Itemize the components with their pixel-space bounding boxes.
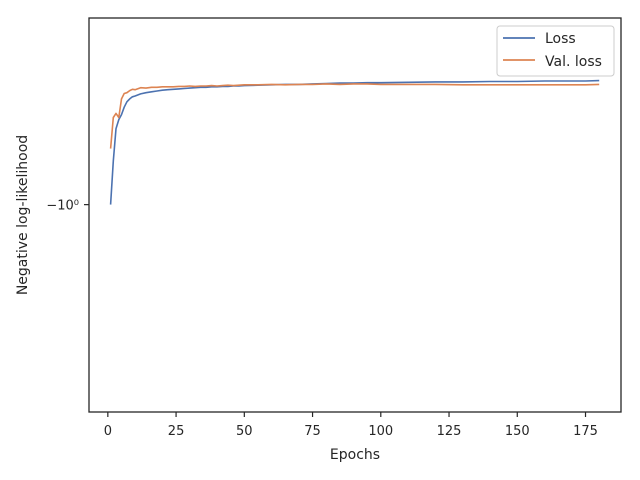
series-line-val-loss <box>109 83 600 149</box>
axes-frame <box>88 17 622 413</box>
x-tick-label: 150 <box>505 424 530 439</box>
x-tick-label: 75 <box>304 424 321 439</box>
x-tick-label: 175 <box>573 424 598 439</box>
legend: Loss Val. loss <box>496 25 615 77</box>
x-tick-label: 125 <box>437 424 462 439</box>
x-tick-label: 100 <box>368 424 393 439</box>
y-axis-label: Negative log-likelihood <box>15 135 31 295</box>
x-tick-label: 50 <box>236 424 253 439</box>
legend-label-val-loss: Val. loss <box>545 54 602 70</box>
x-axis: 0 25 50 75 100 125 150 175 <box>104 412 598 439</box>
x-tick-label: 25 <box>168 424 185 439</box>
x-axis-label: Epochs <box>330 447 380 463</box>
legend-label-loss: Loss <box>545 31 576 47</box>
y-tick-label: −10⁰ <box>46 199 79 214</box>
plot-area <box>109 79 600 205</box>
x-tick-label: 0 <box>104 424 112 439</box>
y-axis: −10⁰ <box>46 199 89 214</box>
